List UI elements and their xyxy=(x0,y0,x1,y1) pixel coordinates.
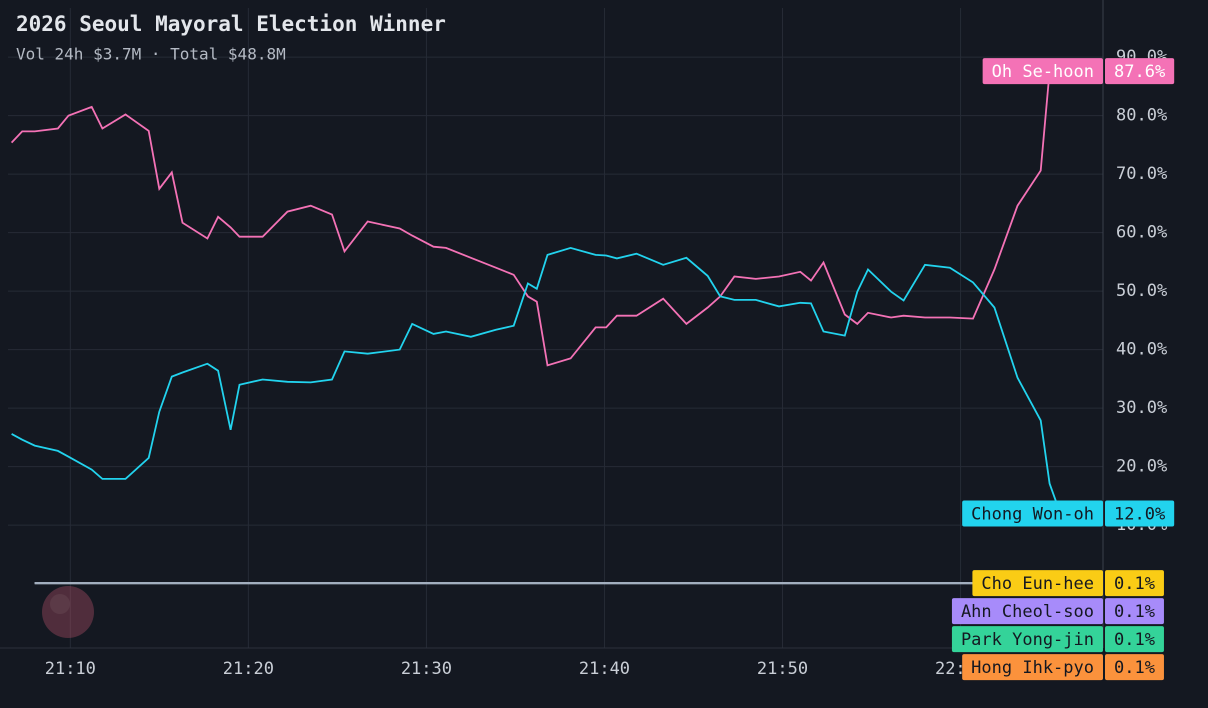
y-tick-label: 40.0% xyxy=(1116,340,1167,360)
series-line xyxy=(11,246,1062,514)
y-tick-label: 30.0% xyxy=(1116,398,1167,418)
legend-badge: Park Yong-jin 0.1% xyxy=(951,626,1164,653)
badge-bg xyxy=(962,654,1103,681)
watermark-logo xyxy=(42,586,94,638)
chart-title: 2026 Seoul Mayoral Election Winner xyxy=(16,12,446,36)
legend-label: Park Yong-jin xyxy=(961,630,1094,650)
badge-bg xyxy=(1105,58,1175,85)
legend-label: Cho Eun-hee xyxy=(981,574,1094,594)
y-tick-label: 20.0% xyxy=(1116,457,1167,477)
legend-badge: Chong Won-oh 12.0% xyxy=(962,500,1175,527)
x-tick-label: 21:50 xyxy=(757,659,808,679)
value-label: 12.0% xyxy=(1114,504,1165,524)
y-tick-label: 50.0% xyxy=(1116,281,1167,301)
value-label: 0.1% xyxy=(1114,602,1155,622)
badge-bg xyxy=(951,598,1103,625)
badge-bg xyxy=(951,626,1103,653)
legend-badge: Ahn Cheol-soo 0.1% xyxy=(951,598,1164,625)
legend-label: Chong Won-oh xyxy=(971,504,1094,524)
lines xyxy=(10,71,1062,585)
grid xyxy=(0,0,1104,649)
badges: Oh Se-hoon 87.6% Chong Won-oh 12.0% Cho Eun-… xyxy=(951,58,1175,681)
chart-subtitle: Vol 24h $3.7M · Total $48.8M xyxy=(16,45,286,64)
badge-bg xyxy=(1105,626,1164,653)
y-tick-label: 70.0% xyxy=(1116,164,1167,184)
series-line xyxy=(10,71,1051,367)
legend-label: Hong Ihk-pyo xyxy=(971,658,1094,678)
x-tick-label: 21:40 xyxy=(579,659,630,679)
value-label: 0.1% xyxy=(1114,574,1155,594)
value-label: 0.1% xyxy=(1114,630,1155,650)
legend-label: Ahn Cheol-soo xyxy=(961,602,1094,622)
x-tick-label: 21:20 xyxy=(223,659,274,679)
value-label: 0.1% xyxy=(1114,658,1155,678)
badge-bg xyxy=(1105,500,1175,527)
legend-label: Oh Se-hoon xyxy=(992,62,1094,82)
value-label: 87.6% xyxy=(1114,62,1165,82)
badge-bg xyxy=(1105,654,1164,681)
badge-bg xyxy=(962,500,1103,527)
legend-badge: Hong Ihk-pyo 0.1% xyxy=(962,654,1164,681)
y-tick-label: 80.0% xyxy=(1116,106,1167,126)
badge-bg xyxy=(1105,598,1164,625)
x-tick-label: 21:30 xyxy=(401,659,452,679)
legend-badge: Cho Eun-hee 0.1% xyxy=(972,570,1164,597)
legend-badge: Oh Se-hoon 87.6% xyxy=(982,58,1175,85)
x-tick-label: 21:10 xyxy=(45,659,96,679)
badge-bg xyxy=(1105,570,1164,597)
y-tick-label: 60.0% xyxy=(1116,223,1167,243)
badge-bg xyxy=(982,58,1103,85)
badge-bg xyxy=(972,570,1103,597)
